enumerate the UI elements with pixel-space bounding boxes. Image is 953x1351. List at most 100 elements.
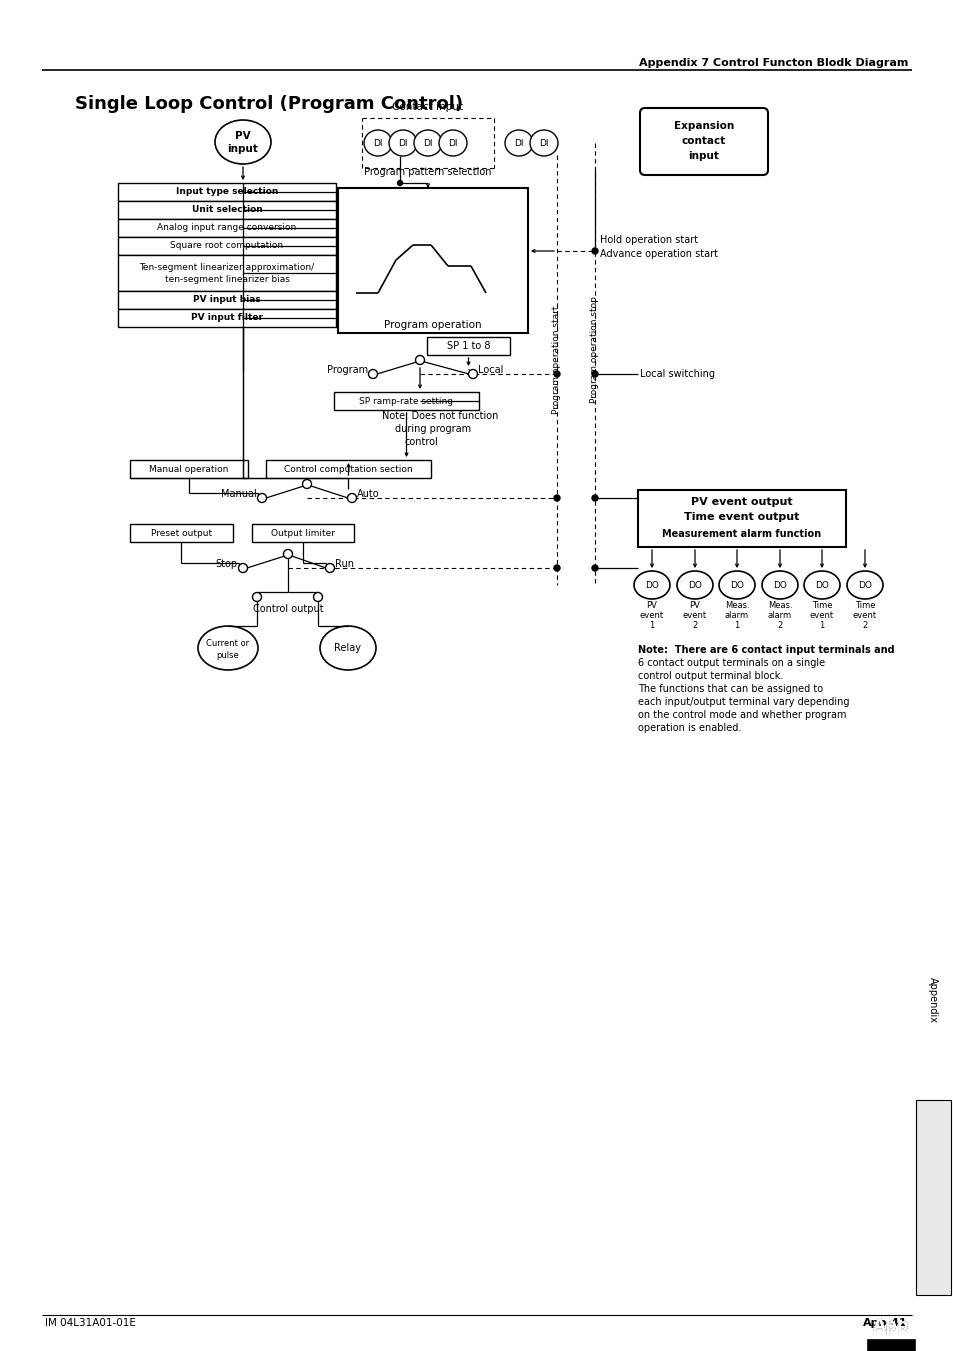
Circle shape — [554, 494, 559, 501]
Text: Unit selection: Unit selection — [192, 205, 262, 215]
Text: alarm: alarm — [724, 611, 748, 620]
Ellipse shape — [803, 571, 840, 598]
Bar — [118, 236, 335, 255]
Circle shape — [325, 563, 335, 573]
Ellipse shape — [677, 571, 712, 598]
Text: Measurement alarm function: Measurement alarm function — [661, 530, 821, 539]
Text: PV: PV — [689, 600, 700, 609]
Text: on the control mode and whether program: on the control mode and whether program — [638, 711, 845, 720]
Text: Time event output: Time event output — [683, 512, 799, 521]
Text: Program pattern selection: Program pattern selection — [364, 168, 491, 177]
Text: Current or: Current or — [206, 639, 250, 647]
FancyBboxPatch shape — [639, 108, 767, 176]
Text: input: input — [228, 145, 258, 154]
Text: Input type selection: Input type selection — [175, 188, 278, 196]
Text: Preset output: Preset output — [151, 528, 212, 538]
Text: SP 1 to 8: SP 1 to 8 — [446, 340, 490, 351]
Ellipse shape — [846, 571, 882, 598]
Text: Run: Run — [335, 559, 354, 569]
Text: App: App — [872, 1317, 908, 1335]
Text: 2: 2 — [777, 620, 781, 630]
Bar — [334, 392, 478, 409]
Text: DO: DO — [729, 581, 743, 589]
Text: DO: DO — [814, 581, 828, 589]
Text: Program operation start: Program operation start — [552, 305, 561, 415]
Circle shape — [257, 493, 266, 503]
Text: DI: DI — [448, 139, 457, 147]
Bar — [118, 182, 335, 201]
Circle shape — [592, 249, 598, 254]
Text: Control output: Control output — [253, 604, 323, 613]
Text: DO: DO — [772, 581, 786, 589]
Ellipse shape — [389, 130, 416, 155]
Text: event: event — [852, 611, 876, 620]
Bar — [118, 255, 335, 290]
Circle shape — [468, 370, 477, 378]
Ellipse shape — [504, 130, 533, 155]
Bar — [118, 201, 335, 219]
Text: Hold operation start: Hold operation start — [599, 235, 698, 245]
Text: Auto: Auto — [356, 489, 379, 499]
Text: pulse: pulse — [216, 650, 239, 659]
Text: PV event output: PV event output — [691, 497, 792, 507]
Ellipse shape — [719, 571, 754, 598]
Text: PV: PV — [646, 600, 657, 609]
Text: IM 04L31A01-01E: IM 04L31A01-01E — [45, 1319, 135, 1328]
Ellipse shape — [319, 626, 375, 670]
Text: Appendix: Appendix — [927, 977, 937, 1023]
Text: App-41: App-41 — [862, 1319, 907, 1328]
Ellipse shape — [438, 130, 467, 155]
Text: DI: DI — [373, 139, 382, 147]
Text: Output limiter: Output limiter — [271, 528, 335, 538]
Text: App: App — [872, 1317, 908, 1335]
Circle shape — [347, 493, 356, 503]
Ellipse shape — [364, 130, 392, 155]
Text: PV input filter: PV input filter — [191, 313, 263, 323]
Text: contact: contact — [681, 136, 725, 146]
Text: Relay: Relay — [335, 643, 361, 653]
Text: event: event — [809, 611, 833, 620]
Text: Program: Program — [327, 365, 368, 376]
Bar — [638, 490, 845, 547]
Text: Program operation stop: Program operation stop — [590, 297, 598, 404]
Text: alarm: alarm — [767, 611, 791, 620]
Text: PV input bias: PV input bias — [193, 296, 260, 304]
Text: Square root computation: Square root computation — [171, 242, 283, 250]
Ellipse shape — [634, 571, 669, 598]
Text: Time: Time — [854, 600, 874, 609]
Bar — [915, 1100, 950, 1296]
Text: Analog input range conversion: Analog input range conversion — [157, 223, 296, 232]
Text: DO: DO — [687, 581, 701, 589]
Circle shape — [368, 370, 377, 378]
Bar — [118, 219, 335, 236]
Text: 2: 2 — [692, 620, 697, 630]
Bar — [118, 290, 335, 309]
Circle shape — [397, 181, 402, 185]
Text: control output terminal block.: control output terminal block. — [638, 671, 782, 681]
Circle shape — [416, 355, 424, 365]
Circle shape — [554, 565, 559, 571]
Bar — [118, 309, 335, 327]
Circle shape — [238, 563, 247, 573]
Ellipse shape — [414, 130, 441, 155]
Text: Manual operation: Manual operation — [150, 465, 229, 473]
Text: Program operation: Program operation — [384, 320, 481, 330]
Text: Local switching: Local switching — [639, 369, 714, 380]
Text: Meas.: Meas. — [767, 600, 792, 609]
Circle shape — [302, 480, 312, 489]
Text: Contact input: Contact input — [392, 101, 463, 112]
Bar — [130, 524, 233, 542]
Text: The functions that can be assigned to: The functions that can be assigned to — [638, 684, 822, 694]
Circle shape — [592, 494, 598, 501]
Text: Manual: Manual — [221, 489, 256, 499]
Text: Single Loop Control (Program Control): Single Loop Control (Program Control) — [75, 95, 462, 113]
Text: Local: Local — [477, 365, 503, 376]
Circle shape — [554, 372, 559, 377]
Text: PV: PV — [235, 131, 251, 141]
Text: event: event — [682, 611, 706, 620]
Text: Note: Does not function: Note: Does not function — [381, 411, 497, 422]
Bar — [867, 1340, 914, 1351]
Text: SP ramp-rate setting: SP ramp-rate setting — [359, 396, 453, 405]
Text: DI: DI — [423, 139, 433, 147]
Text: Ten-segment linearizer approximation/: Ten-segment linearizer approximation/ — [139, 262, 314, 272]
